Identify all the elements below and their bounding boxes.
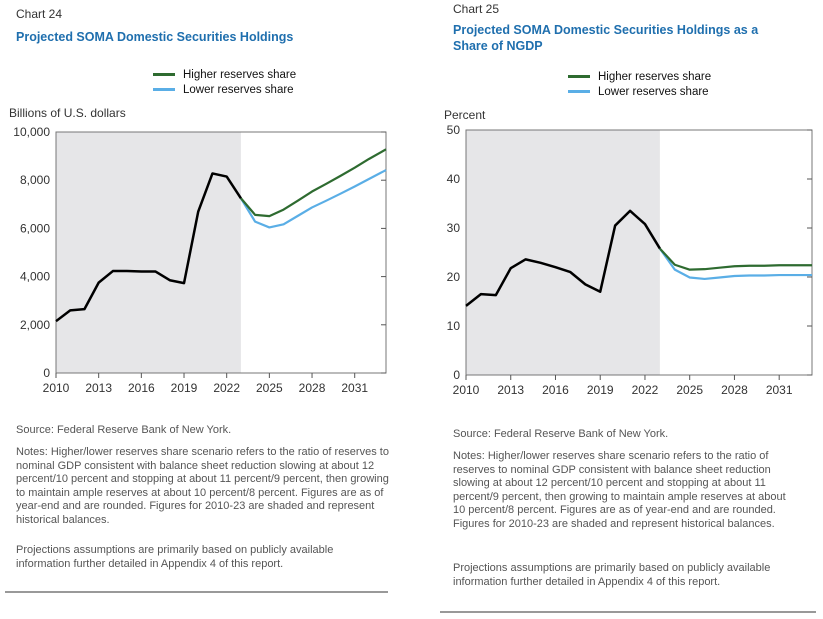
- x-tick-label: 2022: [213, 381, 240, 395]
- legend-item-lower: Lower reserves share: [153, 82, 296, 97]
- x-tick-label: 2016: [128, 381, 155, 395]
- chart-25-source: Source: Federal Reserve Bank of New York…: [453, 428, 669, 440]
- chart-24-legend: Higher reserves share Lower reserves sha…: [153, 67, 296, 97]
- chart-25-label: Chart 25: [453, 2, 500, 16]
- historical-shading: [56, 132, 241, 373]
- y-tick-label: 10: [447, 319, 461, 333]
- historical-shading: [466, 130, 660, 375]
- y-tick-label: 2,000: [20, 318, 50, 332]
- legend-swatch: [568, 90, 590, 93]
- legend-item-lower: Lower reserves share: [568, 84, 711, 99]
- plot-frame: [55, 131, 387, 374]
- y-tick-label: 4,000: [20, 270, 50, 284]
- series-line-lower: [658, 247, 812, 281]
- legend-label: Higher reserves share: [598, 70, 712, 83]
- y-tick-label: 6,000: [20, 221, 50, 235]
- chart-24-plot: 0 2,000 4,000 6,000 8,000 10,000 2010 2013 2016 2…: [13, 125, 387, 395]
- series-line-higher: [240, 148, 387, 218]
- x-tick-label: 2028: [299, 381, 326, 395]
- y-tick-label: 50: [447, 123, 461, 137]
- chart-25-title: Projected SOMA Domestic Securities Holdi…: [453, 23, 759, 53]
- x-tick-label: 2013: [497, 383, 524, 397]
- legend-label: Higher reserves share: [183, 68, 297, 81]
- x-tick-label: 2025: [256, 381, 283, 395]
- history-line: [55, 172, 242, 323]
- x-tick-label: 2031: [341, 381, 368, 395]
- plot-frame: [465, 129, 813, 376]
- y-tick-label: 40: [447, 172, 461, 186]
- chart-24-source: Source: Federal Reserve Bank of New York…: [16, 424, 232, 436]
- legend-swatch: [153, 88, 175, 91]
- chart-24-title: Projected SOMA Domestic Securities Holdi…: [16, 30, 294, 44]
- y-tick-label: 0: [43, 366, 50, 380]
- chart-25-ylabel: Percent: [444, 108, 486, 122]
- x-tick-label: 2028: [721, 383, 748, 397]
- x-tick-label: 2019: [171, 381, 198, 395]
- chart-24-ylabel: Billions of U.S. dollars: [9, 106, 126, 120]
- y-tick-label: 10,000: [13, 125, 50, 139]
- x-tick-label: 2025: [676, 383, 703, 397]
- x-tick-label: 2010: [43, 381, 70, 395]
- legend-label: Lower reserves share: [183, 83, 294, 96]
- legend-swatch: [568, 75, 590, 78]
- chart-24-label: Chart 24: [16, 7, 63, 21]
- y-tick-label: 30: [447, 221, 461, 235]
- x-tick-label: 2010: [453, 383, 480, 397]
- x-tick-label: 2031: [766, 383, 793, 397]
- chart-25-divider: [440, 611, 816, 613]
- series-line-lower: [239, 169, 387, 229]
- x-tick-label: 2022: [632, 383, 659, 397]
- history-line: [465, 209, 661, 307]
- y-tick-label: 20: [447, 270, 461, 284]
- legend-item-higher: Higher reserves share: [153, 67, 296, 82]
- x-tick-label: 2013: [85, 381, 112, 395]
- series-line-higher: [659, 247, 812, 271]
- chart-25-projections-note: Projections assumptions are primarily ba…: [453, 562, 771, 588]
- y-tick-label: 8,000: [20, 173, 50, 187]
- chart-24-divider: [5, 591, 388, 593]
- chart-25-legend: Higher reserves share Lower reserves sha…: [568, 69, 711, 99]
- legend-swatch: [153, 73, 175, 76]
- legend-item-higher: Higher reserves share: [568, 69, 711, 84]
- y-tick-label: 0: [453, 368, 460, 382]
- chart-24-projections-note: Projections assumptions are primarily ba…: [16, 544, 334, 570]
- x-tick-label: 2016: [542, 383, 569, 397]
- legend-label: Lower reserves share: [598, 85, 709, 98]
- chart-24-notes: Notes: Higher/lower reserves share scena…: [16, 446, 389, 526]
- chart-25-plot: 0 10 20 30 40 50 2010 2013 2016 2019 2022 2025 2028 2…: [447, 123, 813, 397]
- x-tick-label: 2019: [587, 383, 614, 397]
- chart-25-notes: Notes: Higher/lower reserves share scena…: [453, 450, 786, 530]
